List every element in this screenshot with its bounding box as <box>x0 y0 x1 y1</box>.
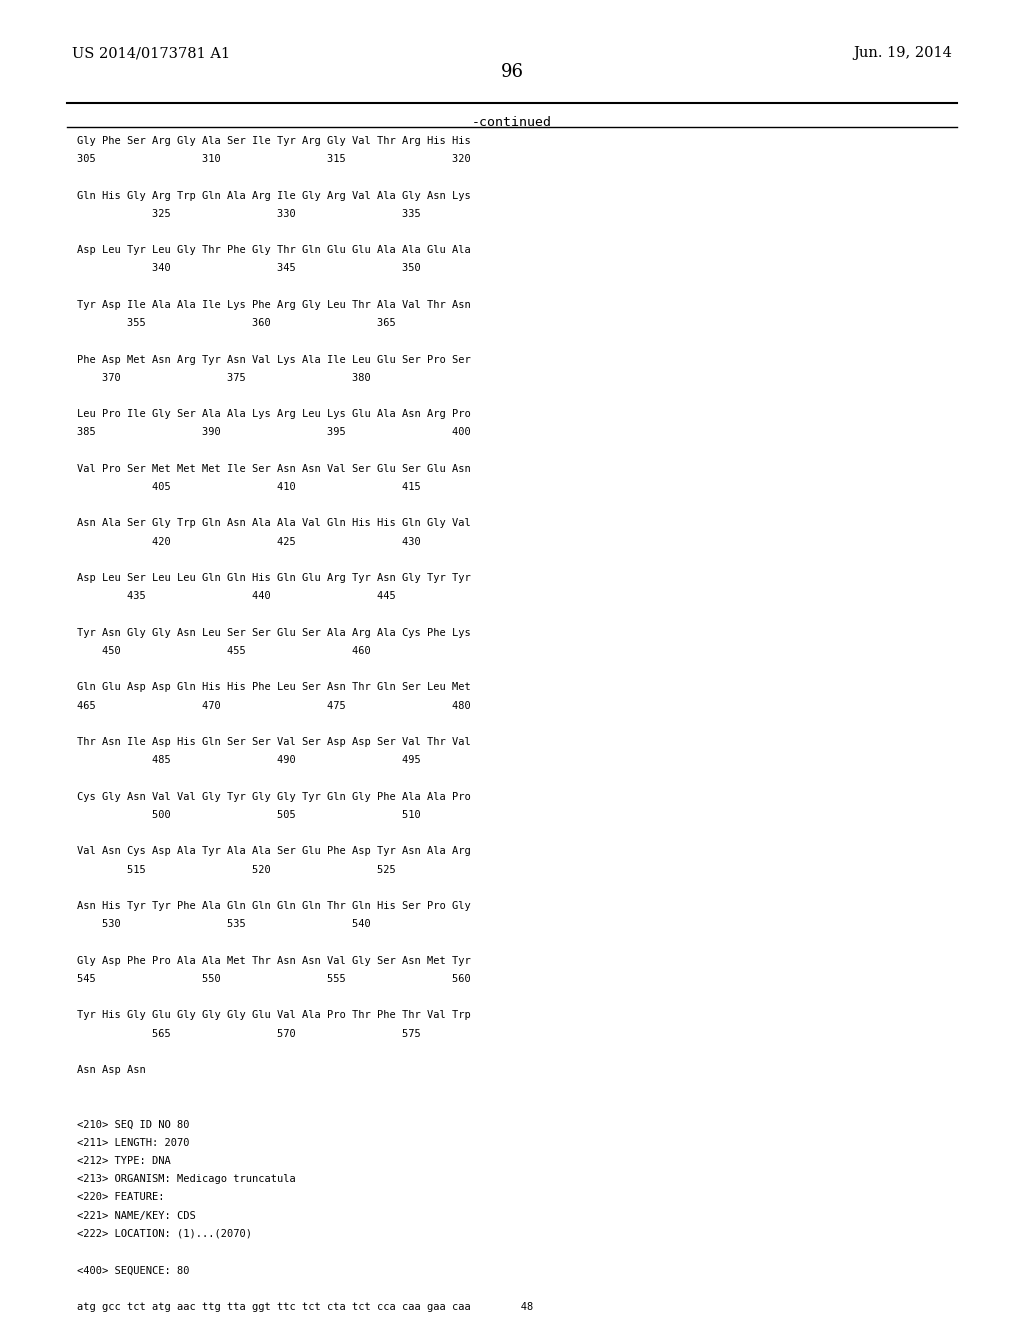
Text: Asp Leu Tyr Leu Gly Thr Phe Gly Thr Gln Glu Glu Ala Ala Glu Ala: Asp Leu Tyr Leu Gly Thr Phe Gly Thr Gln … <box>77 246 471 255</box>
Text: 530                 535                 540: 530 535 540 <box>77 919 371 929</box>
Text: 355                 360                 365: 355 360 365 <box>77 318 395 329</box>
Text: 485                 490                 495: 485 490 495 <box>77 755 421 766</box>
Text: Thr Asn Ile Asp His Gln Ser Ser Val Ser Asp Asp Ser Val Thr Val: Thr Asn Ile Asp His Gln Ser Ser Val Ser … <box>77 737 471 747</box>
Text: Asp Leu Ser Leu Leu Gln Gln His Gln Glu Arg Tyr Asn Gly Tyr Tyr: Asp Leu Ser Leu Leu Gln Gln His Gln Glu … <box>77 573 471 583</box>
Text: 515                 520                 525: 515 520 525 <box>77 865 395 875</box>
Text: <220> FEATURE:: <220> FEATURE: <box>77 1192 164 1203</box>
Text: Asn Asp Asn: Asn Asp Asn <box>77 1065 145 1074</box>
Text: Asn His Tyr Tyr Phe Ala Gln Gln Gln Gln Thr Gln His Ser Pro Gly: Asn His Tyr Tyr Phe Ala Gln Gln Gln Gln … <box>77 902 471 911</box>
Text: 325                 330                 335: 325 330 335 <box>77 209 421 219</box>
Text: Gln His Gly Arg Trp Gln Ala Arg Ile Gly Arg Val Ala Gly Asn Lys: Gln His Gly Arg Trp Gln Ala Arg Ile Gly … <box>77 190 471 201</box>
Text: Tyr Asn Gly Gly Asn Leu Ser Ser Glu Ser Ala Arg Ala Cys Phe Lys: Tyr Asn Gly Gly Asn Leu Ser Ser Glu Ser … <box>77 628 471 638</box>
Text: Asn Ala Ser Gly Trp Gln Asn Ala Ala Val Gln His His Gln Gly Val: Asn Ala Ser Gly Trp Gln Asn Ala Ala Val … <box>77 519 471 528</box>
Text: -continued: -continued <box>472 116 552 129</box>
Text: <212> TYPE: DNA: <212> TYPE: DNA <box>77 1156 171 1166</box>
Text: <221> NAME/KEY: CDS: <221> NAME/KEY: CDS <box>77 1210 196 1221</box>
Text: 305                 310                 315                 320: 305 310 315 320 <box>77 154 471 164</box>
Text: <222> LOCATION: (1)...(2070): <222> LOCATION: (1)...(2070) <box>77 1229 252 1239</box>
Text: 565                 570                 575: 565 570 575 <box>77 1028 421 1039</box>
Text: Leu Pro Ile Gly Ser Ala Ala Lys Arg Leu Lys Glu Ala Asn Arg Pro: Leu Pro Ile Gly Ser Ala Ala Lys Arg Leu … <box>77 409 471 420</box>
Text: 370                 375                 380: 370 375 380 <box>77 372 371 383</box>
Text: <210> SEQ ID NO 80: <210> SEQ ID NO 80 <box>77 1119 189 1130</box>
Text: Tyr His Gly Glu Gly Gly Gly Glu Val Ala Pro Thr Phe Thr Val Trp: Tyr His Gly Glu Gly Gly Gly Glu Val Ala … <box>77 1010 471 1020</box>
Text: 450                 455                 460: 450 455 460 <box>77 645 371 656</box>
Text: <211> LENGTH: 2070: <211> LENGTH: 2070 <box>77 1138 189 1148</box>
Text: Gly Asp Phe Pro Ala Ala Met Thr Asn Asn Val Gly Ser Asn Met Tyr: Gly Asp Phe Pro Ala Ala Met Thr Asn Asn … <box>77 956 471 966</box>
Text: Val Pro Ser Met Met Met Ile Ser Asn Asn Val Ser Glu Ser Glu Asn: Val Pro Ser Met Met Met Ile Ser Asn Asn … <box>77 463 471 474</box>
Text: Cys Gly Asn Val Val Gly Tyr Gly Gly Tyr Gln Gly Phe Ala Ala Pro: Cys Gly Asn Val Val Gly Tyr Gly Gly Tyr … <box>77 792 471 801</box>
Text: Gln Glu Asp Asp Gln His His Phe Leu Ser Asn Thr Gln Ser Leu Met: Gln Glu Asp Asp Gln His His Phe Leu Ser … <box>77 682 471 693</box>
Text: 465                 470                 475                 480: 465 470 475 480 <box>77 701 471 710</box>
Text: Tyr Asp Ile Ala Ala Ile Lys Phe Arg Gly Leu Thr Ala Val Thr Asn: Tyr Asp Ile Ala Ala Ile Lys Phe Arg Gly … <box>77 300 471 310</box>
Text: <400> SEQUENCE: 80: <400> SEQUENCE: 80 <box>77 1266 189 1275</box>
Text: Jun. 19, 2014: Jun. 19, 2014 <box>853 46 952 61</box>
Text: 545                 550                 555                 560: 545 550 555 560 <box>77 974 471 983</box>
Text: 435                 440                 445: 435 440 445 <box>77 591 395 602</box>
Text: 420                 425                 430: 420 425 430 <box>77 537 421 546</box>
Text: 405                 410                 415: 405 410 415 <box>77 482 421 492</box>
Text: 340                 345                 350: 340 345 350 <box>77 264 421 273</box>
Text: 96: 96 <box>501 63 523 82</box>
Text: 385                 390                 395                 400: 385 390 395 400 <box>77 428 471 437</box>
Text: 500                 505                 510: 500 505 510 <box>77 810 421 820</box>
Text: Gly Phe Ser Arg Gly Ala Ser Ile Tyr Arg Gly Val Thr Arg His His: Gly Phe Ser Arg Gly Ala Ser Ile Tyr Arg … <box>77 136 471 147</box>
Text: atg gcc tct atg aac ttg tta ggt ttc tct cta tct cca caa gaa caa        48: atg gcc tct atg aac ttg tta ggt ttc tct … <box>77 1302 534 1312</box>
Text: Phe Asp Met Asn Arg Tyr Asn Val Lys Ala Ile Leu Glu Ser Pro Ser: Phe Asp Met Asn Arg Tyr Asn Val Lys Ala … <box>77 355 471 364</box>
Text: US 2014/0173781 A1: US 2014/0173781 A1 <box>72 46 229 61</box>
Text: Val Asn Cys Asp Ala Tyr Ala Ala Ser Glu Phe Asp Tyr Asn Ala Arg: Val Asn Cys Asp Ala Tyr Ala Ala Ser Glu … <box>77 846 471 857</box>
Text: <213> ORGANISM: Medicago truncatula: <213> ORGANISM: Medicago truncatula <box>77 1175 296 1184</box>
